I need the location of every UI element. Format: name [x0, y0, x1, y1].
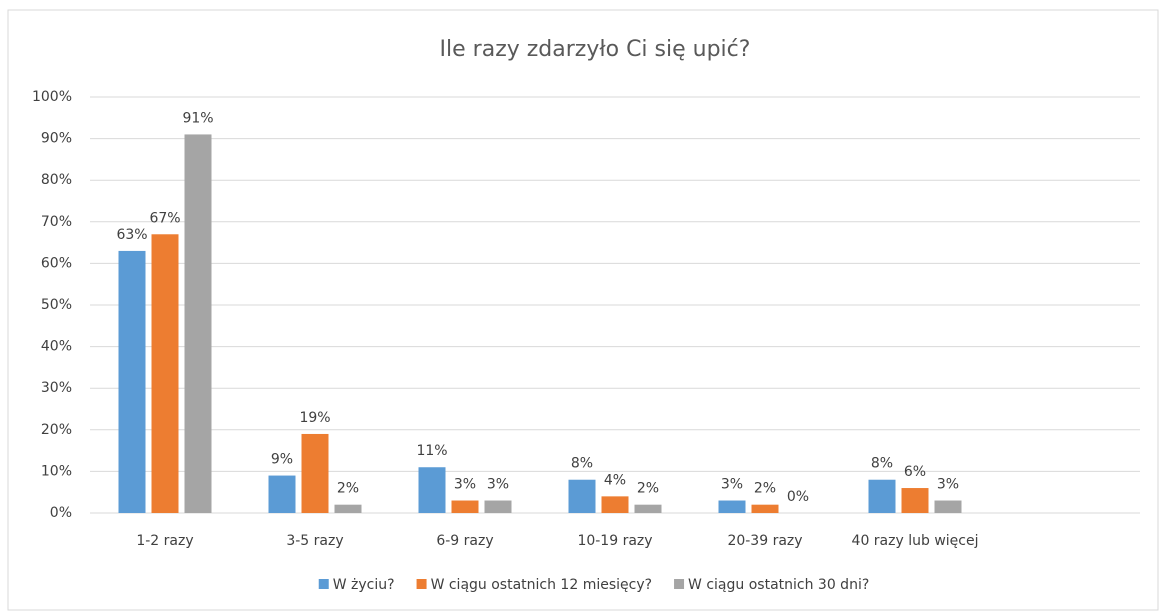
legend-swatch: [674, 579, 685, 589]
data-label: 0%: [787, 489, 809, 505]
y-tick-label: 60%: [41, 255, 72, 271]
x-tick-label: 20-39 razy: [727, 533, 802, 549]
bar: [301, 433, 329, 513]
bar: [418, 467, 446, 513]
y-tick-label: 0%: [50, 505, 72, 521]
bar: [151, 234, 179, 513]
y-tick-label: 50%: [41, 297, 72, 313]
x-tick-label: 10-19 razy: [577, 533, 652, 549]
x-tick-label: 40 razy lub więcej: [852, 533, 979, 549]
y-tick-label: 80%: [41, 172, 72, 188]
y-tick-label: 40%: [41, 339, 72, 355]
y-tick-label: 70%: [41, 214, 72, 230]
data-label: 67%: [149, 210, 180, 226]
bar: [334, 504, 362, 513]
data-label: 9%: [271, 452, 293, 468]
bar: [451, 500, 479, 513]
y-tick-label: 90%: [41, 131, 72, 147]
legend-label: W życiu?: [333, 577, 395, 593]
chart-title: Ile razy zdarzyło Ci się upić?: [440, 37, 751, 62]
bar: [751, 504, 779, 513]
data-label: 8%: [571, 456, 593, 472]
data-label: 2%: [337, 481, 359, 497]
legend-swatch: [318, 579, 329, 589]
legend-label: W ciągu ostatnich 30 dni?: [688, 577, 869, 593]
data-label: 3%: [937, 477, 959, 493]
x-tick-label: 6-9 razy: [436, 533, 493, 549]
x-tick-label: 1-2 razy: [136, 533, 193, 549]
bar: [484, 500, 512, 513]
bar: [934, 500, 962, 513]
y-tick-label: 20%: [41, 422, 72, 438]
bar: [901, 488, 929, 513]
legend-swatch: [416, 579, 427, 589]
legend-label: W ciągu ostatnich 12 miesięcy?: [431, 577, 652, 593]
bar: [868, 479, 896, 513]
bar: [634, 504, 662, 513]
bar: [118, 250, 146, 514]
bar: [184, 134, 212, 513]
y-tick-label: 30%: [41, 380, 72, 396]
data-label: 3%: [454, 477, 476, 493]
bar: [601, 496, 629, 513]
y-tick-label: 10%: [41, 463, 72, 479]
data-label: 6%: [904, 464, 926, 480]
data-label: 3%: [487, 477, 509, 493]
data-label: 11%: [416, 443, 447, 459]
chart-border: [7, 9, 1159, 611]
data-label: 4%: [604, 472, 626, 488]
data-label: 8%: [871, 456, 893, 472]
bar: [568, 479, 596, 513]
data-label: 3%: [721, 477, 743, 493]
data-label: 2%: [637, 481, 659, 497]
data-label: 91%: [182, 110, 213, 126]
data-label: 2%: [754, 481, 776, 497]
x-tick-label: 3-5 razy: [286, 533, 343, 549]
bar: [718, 500, 746, 513]
bar: [268, 475, 296, 513]
y-tick-label: 100%: [32, 89, 72, 105]
data-label: 63%: [116, 227, 147, 243]
data-label: 19%: [299, 410, 330, 426]
